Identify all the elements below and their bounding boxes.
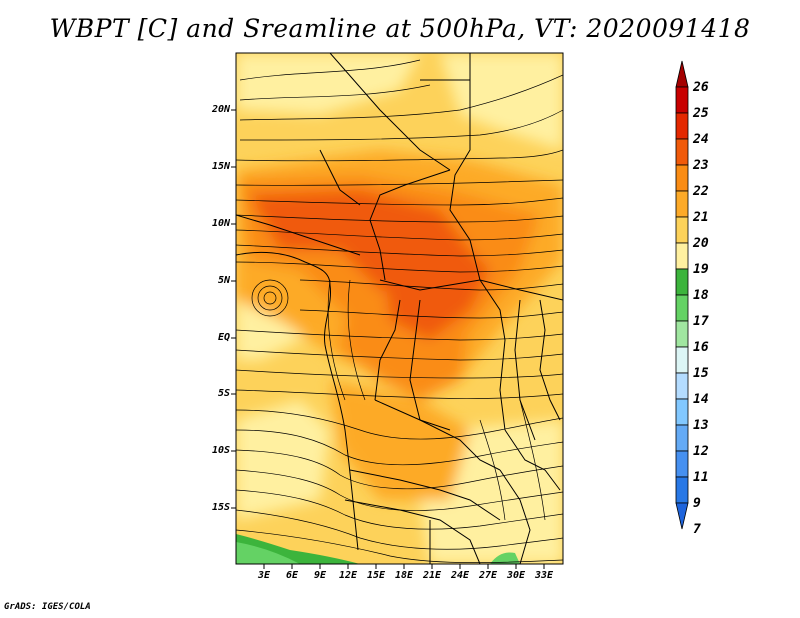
colorbar-swatch	[675, 424, 689, 452]
lon-label-33e: 33E	[534, 570, 554, 581]
colorbar-label-22: 22	[693, 184, 709, 199]
colorbar-label-13: 13	[693, 418, 709, 433]
lon-label-27e: 27E	[478, 570, 498, 581]
footer-credit: GrADS: IGES/COLA	[4, 602, 91, 612]
map-title: WBPT [C] and Sreamline at 500hPa, VT: 20…	[49, 14, 751, 43]
colorbar-swatch	[675, 346, 689, 374]
colorbar-label-26: 26	[693, 80, 709, 95]
colorbar-label-11: 11	[693, 470, 709, 485]
lat-label-eq: EQ	[217, 332, 230, 343]
lon-label-9e: 9E	[313, 570, 327, 581]
colorbar-swatch	[675, 190, 689, 218]
lon-label-30e: 30E	[506, 570, 526, 581]
temperature-field	[236, 53, 563, 564]
map-frame	[235, 52, 564, 565]
lon-label-3e: 3E	[257, 570, 271, 581]
lat-label-5s: 5S	[217, 388, 230, 399]
colorbar-label-24: 24	[693, 132, 709, 147]
axis-ticks	[231, 109, 545, 569]
lat-label-5n: 5N	[217, 275, 230, 286]
colorbar-label-12: 12	[693, 444, 709, 459]
lat-label-15n: 15N	[211, 161, 230, 172]
lon-label-12e: 12E	[338, 570, 358, 581]
colorbar-label-9: 9	[693, 496, 701, 511]
colorbar-swatch	[675, 268, 689, 296]
colorbar-swatch	[675, 294, 689, 322]
colorbar-swatch	[675, 320, 689, 348]
streamlines	[236, 59, 563, 563]
colorbar-label-23: 23	[693, 158, 709, 173]
colorbar-label-25: 25	[693, 106, 709, 121]
colorbar	[675, 60, 689, 530]
colorbar-label-18: 18	[693, 288, 709, 303]
colorbar-label-20: 20	[693, 236, 709, 251]
country-borders	[236, 53, 563, 564]
colorbar-label-7: 7	[693, 522, 701, 537]
lon-label-21e: 21E	[422, 570, 442, 581]
colorbar-top-arrow	[675, 60, 689, 88]
lon-label-6e: 6E	[285, 570, 299, 581]
colorbar-swatch	[675, 372, 689, 400]
colorbar-swatch	[675, 450, 689, 478]
lon-label-24e: 24E	[450, 570, 470, 581]
colorbar-bottom-arrow	[675, 502, 689, 530]
lat-label-15s: 15S	[211, 502, 230, 513]
colorbar-label-19: 19	[693, 262, 709, 277]
colorbar-label-21: 21	[693, 210, 709, 225]
colorbar-swatch	[675, 216, 689, 244]
lon-label-15e: 15E	[366, 570, 386, 581]
colorbar-swatch	[675, 112, 689, 140]
colorbar-swatch	[675, 164, 689, 192]
lat-label-10s: 10S	[211, 445, 230, 456]
colorbar-label-17: 17	[693, 314, 709, 329]
colorbar-label-15: 15	[693, 366, 709, 381]
lon-label-18e: 18E	[394, 570, 414, 581]
colorbar-label-16: 16	[693, 340, 709, 355]
colorbar-swatch	[675, 398, 689, 426]
lat-label-10n: 10N	[211, 218, 230, 229]
colorbar-swatch	[675, 242, 689, 270]
colorbar-swatch	[675, 138, 689, 166]
colorbar-label-14: 14	[693, 392, 709, 407]
lat-label-20n: 20N	[211, 104, 230, 115]
colorbar-swatch	[675, 86, 689, 114]
colorbar-swatch	[675, 476, 689, 504]
